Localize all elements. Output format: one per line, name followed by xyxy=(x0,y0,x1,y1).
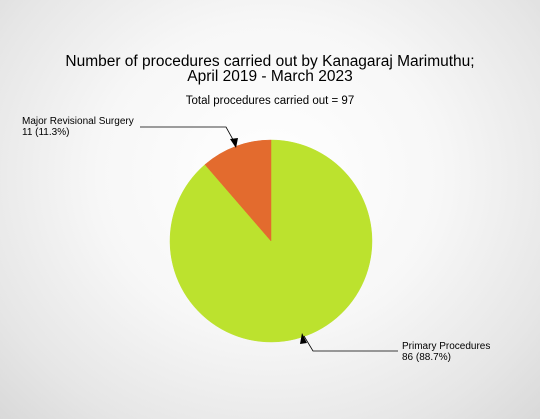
chart-title-line-1: Number of procedures carried out by Kana… xyxy=(65,53,474,70)
callout-arrow-major-revisional-surgery xyxy=(230,138,238,148)
slice-name-primary-procedures: Primary Procedures xyxy=(402,341,490,352)
chart-title-line-2: April 2019 - March 2023 xyxy=(187,68,352,85)
callout-line-major-revisional-surgery xyxy=(140,126,237,146)
callout-arrow-primary-procedures xyxy=(300,333,307,344)
callout-major-revisional-surgery: Major Revisional Surgery 11 (11.3%) xyxy=(22,116,238,148)
chart-subtitle: Total procedures carried out = 97 xyxy=(186,95,354,107)
slice-value-major-revisional-surgery: 11 (11.3%) xyxy=(22,127,69,138)
callout-primary-procedures: Primary Procedures 86 (88.7%) xyxy=(300,333,490,363)
pie-slices xyxy=(169,139,373,343)
slice-name-major-revisional-surgery: Major Revisional Surgery xyxy=(22,116,134,127)
callout-line-primary-procedures xyxy=(303,335,398,352)
slice-value-primary-procedures: 86 (88.7%) xyxy=(402,352,451,363)
